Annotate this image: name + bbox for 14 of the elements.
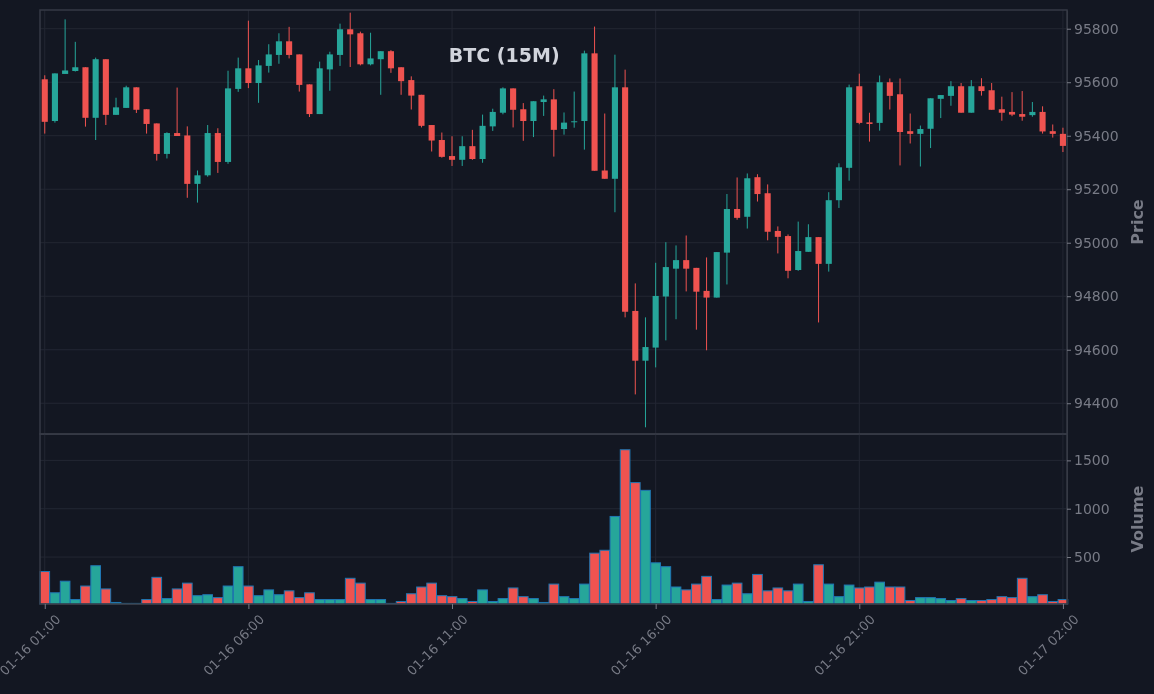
y-tick-label: 94600 bbox=[1074, 341, 1119, 358]
y-tick-label: 1000 bbox=[1074, 500, 1110, 517]
text: BTC (15M) bbox=[448, 44, 560, 66]
y-tick-label: 95800 bbox=[1074, 20, 1119, 37]
y-tick-label: 95200 bbox=[1074, 181, 1119, 198]
y-tick-label: 95600 bbox=[1074, 74, 1119, 91]
y-tick-label: 500 bbox=[1074, 549, 1101, 566]
y-tick-label: 94400 bbox=[1074, 395, 1119, 412]
y-tick-label: 95400 bbox=[1074, 127, 1119, 144]
y-tick-label: 94800 bbox=[1074, 288, 1119, 305]
y-tick-label: 95000 bbox=[1074, 234, 1119, 251]
y-axis-title: Price bbox=[1128, 199, 1147, 245]
y-axis-title: Volume bbox=[1128, 485, 1147, 553]
y-tick-label: 1500 bbox=[1074, 452, 1110, 469]
